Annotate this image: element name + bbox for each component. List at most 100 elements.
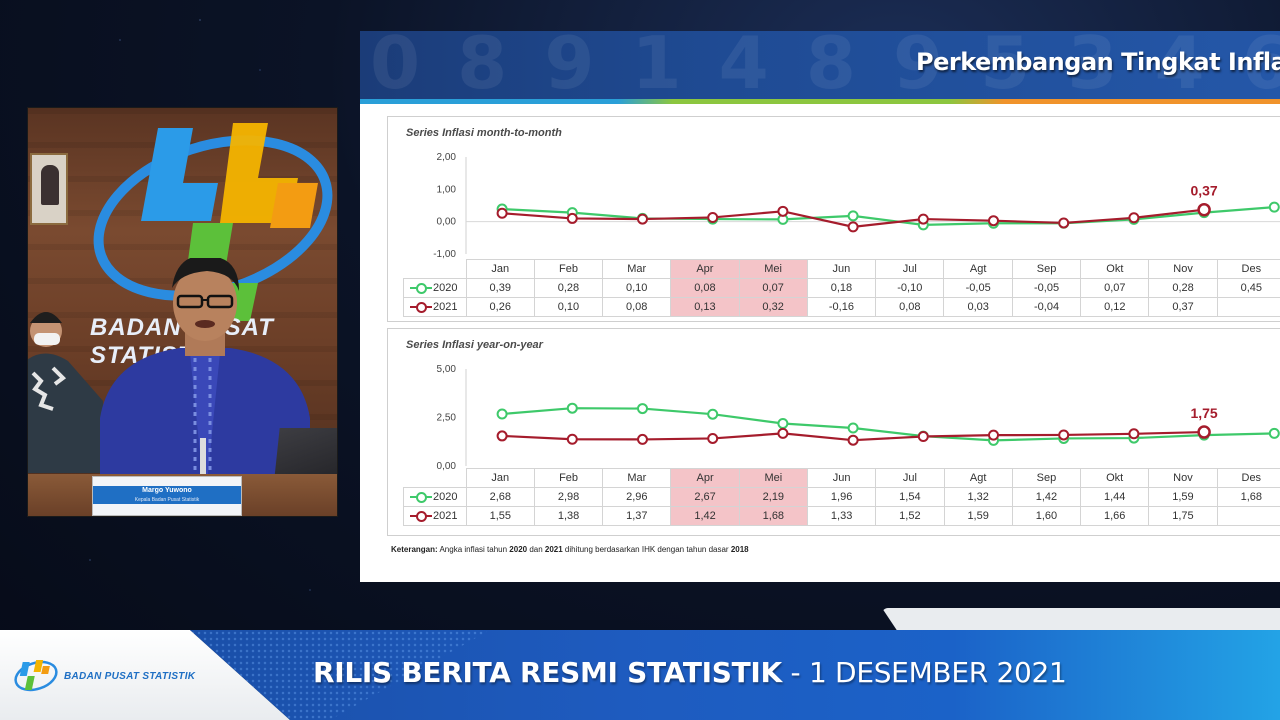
nameplate-name: Margo Yuwono — [93, 486, 241, 496]
month-header: Agt — [943, 259, 1013, 279]
data-point-2020 — [496, 408, 508, 420]
footnote-prefix: Keterangan: — [391, 545, 438, 554]
data-point-2021 — [777, 205, 789, 217]
value-cell: 2,96 — [602, 487, 672, 507]
table-row-2021: 2021 1,55 1,38 1,37 1,42 1,68 1,33 1,52 1,59 1,60… — [403, 506, 1280, 526]
month-header: Nov — [1148, 259, 1218, 279]
annotation-label: 1,75 — [1190, 405, 1217, 421]
value-cell: 1,44 — [1080, 487, 1150, 507]
value-cell: 0,12 — [1080, 297, 1150, 317]
header-color-stripe — [360, 99, 1280, 104]
value-cell: 1,38 — [533, 506, 604, 526]
bps-org-name: BADAN PUSAT STATISTIK — [64, 670, 196, 682]
attendee-masked — [28, 312, 103, 473]
y-tick-label: 2,00 — [437, 152, 457, 163]
value-cell: 1,37 — [602, 506, 672, 526]
value-cell: 2,19 — [738, 487, 808, 507]
value-cell: 0,28 — [1148, 278, 1218, 298]
data-point-2021 — [847, 221, 859, 233]
legend-marker-icon — [410, 302, 432, 314]
y-tick-label: 5,00 — [437, 364, 457, 375]
value-cell: 2,67 — [670, 487, 740, 507]
table-row-2021: 2021 0,26 0,10 0,08 0,13 0,32 -0,16 0,08 0,03 -0,… — [403, 297, 1280, 317]
value-cell: 1,60 — [1011, 506, 1082, 526]
value-cell: 1,54 — [875, 487, 945, 507]
legend-2020: 2020 — [403, 278, 467, 298]
value-cell: -0,16 — [806, 297, 877, 317]
footnote-text: dihitung berdasarkan IHK dengan tahun da… — [562, 545, 731, 554]
table-row-2020: 2020 2,68 2,98 2,96 2,67 2,19 1,96 1,54 1,32 1,42… — [403, 487, 1280, 507]
series-line-2020 — [502, 206, 1275, 227]
speaker-video-feed: BADAN PUSAT STATISTIK Margo Yuwono Kepal… — [27, 107, 338, 517]
month-header: Okt — [1080, 259, 1150, 279]
header-digit-pattern: 0 8 9 1 4 8 9 5 3 4 6 7 — [370, 31, 1280, 101]
value-cell: 1,42 — [1011, 487, 1082, 507]
data-point-2021 — [1058, 429, 1070, 441]
chart-title-mtm: Series Inflasi month-to-month — [406, 127, 562, 139]
footnote-year: 2020 — [509, 545, 528, 554]
data-point-2021 — [917, 213, 929, 225]
month-header: Mar — [602, 259, 672, 279]
footnote-text: dan — [527, 545, 545, 554]
data-point-2020 — [847, 422, 859, 434]
value-cell: 1,68 — [1216, 487, 1280, 507]
speaker-nameplate: Margo Yuwono Kepala Badan Pusat Statisti… — [92, 476, 242, 516]
data-point-2021 — [917, 431, 929, 443]
month-header: Okt — [1080, 468, 1150, 488]
legend-2021: 2021 — [403, 506, 467, 526]
data-table-mtm: Jan Feb Mar Apr Mei Jun Jul Agt Sep Okt Nov Des 2020… — [403, 259, 1280, 317]
legend-2021: 2021 — [403, 297, 467, 317]
value-cell: -0,10 — [875, 278, 945, 298]
line-chart-yoy: 5,00 2,50 0,00 1,75 — [437, 364, 1280, 472]
value-cell: 0,37 — [1148, 297, 1218, 317]
value-cell: 0,26 — [465, 297, 535, 317]
data-point-2020 — [1268, 201, 1280, 213]
y-tick-label: 1,00 — [437, 184, 457, 195]
month-header: Jan — [465, 468, 535, 488]
value-cell: 1,75 — [1148, 506, 1218, 526]
footnote-year: 2021 — [544, 545, 563, 554]
footnote-year: 2018 — [730, 545, 749, 554]
legend-marker-icon — [410, 283, 432, 295]
legend-2020: 2020 — [403, 487, 467, 507]
month-header: Feb — [533, 259, 604, 279]
month-header: Jan — [465, 259, 535, 279]
presentation-slide: 0 8 9 1 4 8 9 5 3 4 6 7 Perkembangan Tin… — [360, 31, 1280, 582]
month-header: Sep — [1011, 468, 1082, 488]
y-tick-label: -1,00 — [433, 249, 456, 260]
legend-marker-icon — [410, 492, 432, 504]
value-cell: 1,32 — [943, 487, 1013, 507]
data-point-2021 — [566, 433, 578, 445]
data-point-2020 — [777, 418, 789, 430]
value-cell: 1,66 — [1080, 506, 1150, 526]
month-header: Apr — [670, 468, 740, 488]
data-point-2021 — [637, 433, 648, 445]
data-table-yoy: Jan Feb Mar Apr Mei Jun Jul Agt Sep Okt Nov Des 2020… — [403, 468, 1280, 526]
value-cell: 0,28 — [533, 278, 604, 298]
line-chart-mtm: 2,00 1,00 0,00 -1,00 0,37 — [433, 152, 1280, 260]
data-point-2021 — [988, 429, 999, 441]
month-header: Jun — [806, 259, 877, 279]
value-cell: 0,18 — [806, 278, 877, 298]
data-point-2021 — [637, 213, 648, 225]
data-point-2021 — [566, 212, 578, 224]
slide-header: 0 8 9 1 4 8 9 5 3 4 6 7 Perkembangan Tin… — [360, 31, 1280, 101]
data-point-2021 — [1197, 425, 1211, 439]
value-cell: 2,68 — [465, 487, 535, 507]
value-cell — [1216, 297, 1280, 317]
legend-marker-icon — [410, 511, 432, 523]
data-point-2020 — [847, 210, 859, 222]
value-cell: 0,32 — [738, 297, 808, 317]
value-cell: 0,03 — [943, 297, 1013, 317]
footnote-text: Angka inflasi tahun — [437, 545, 510, 554]
value-cell: 0,10 — [533, 297, 604, 317]
data-point-2021 — [777, 427, 789, 439]
value-cell: 2,98 — [533, 487, 604, 507]
chart-title-yoy: Series Inflasi year-on-year — [406, 339, 543, 351]
broadcast-title-separator: - — [781, 656, 809, 689]
value-cell — [1216, 506, 1280, 526]
value-cell: -0,04 — [1011, 297, 1082, 317]
month-header: Agt — [943, 468, 1013, 488]
nameplate-title: Kepala Badan Pusat Statistik — [93, 496, 241, 504]
value-cell: -0,05 — [943, 278, 1013, 298]
